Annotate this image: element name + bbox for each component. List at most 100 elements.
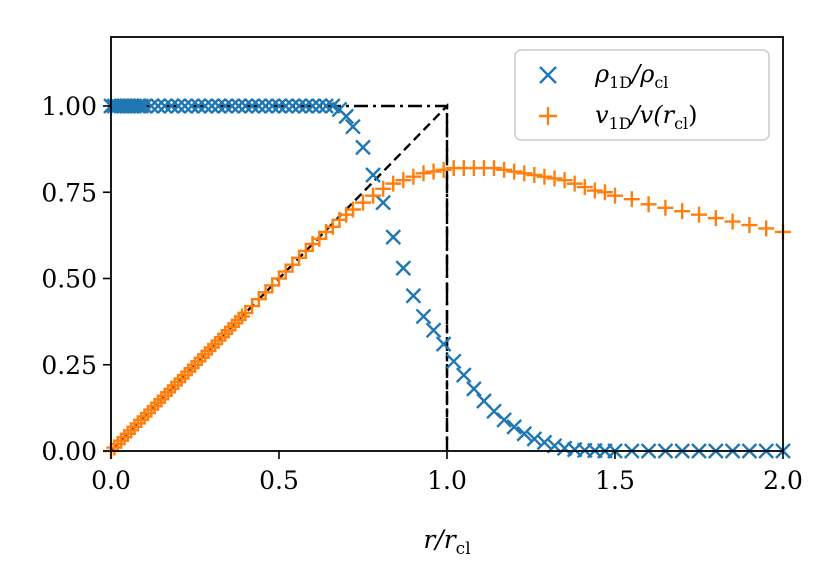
data-point-velocity [425,163,442,180]
data-point-rho [237,98,254,114]
data-point-rho [136,98,153,114]
data-point-velocity [271,270,287,287]
data-point-velocity [200,342,217,359]
data-point-velocity [385,175,402,192]
data-point-velocity [153,391,170,408]
data-point-velocity [203,339,220,356]
data-point-velocity [123,422,140,439]
data-point-rho [526,431,543,447]
y-tick-label: 0.25 [41,351,97,380]
data-point-rho [395,260,412,276]
legend-marker-rho [539,66,557,84]
data-point-velocity [176,367,193,384]
data-point-velocity [136,408,153,425]
data-point-velocity [264,277,281,294]
legend-box [514,49,770,141]
data-point-rho [291,98,308,114]
data-point-rho [217,98,234,114]
data-point-rho [210,98,227,114]
data-point-velocity [126,418,143,435]
legend-label-2: v1D/v(rcl) [595,101,698,133]
data-point-rho [163,98,180,114]
data-point-velocity [486,160,503,177]
x-tick-label: 2.0 [763,466,803,495]
data-point-velocity [109,436,126,453]
data-point-rho [257,98,274,114]
data-point-velocity [170,374,187,390]
data-point-rho [143,98,160,114]
data-point-velocity [193,349,210,366]
data-point-velocity [143,401,160,418]
data-point-rho [203,98,220,114]
data-point-rho [284,98,301,114]
data-point-velocity [576,179,593,196]
data-point-velocity [566,175,583,192]
data-point-velocity [187,356,203,373]
data-point-rho [385,229,402,245]
series-2 [103,160,791,459]
data-point-rho [264,98,281,114]
data-point-velocity [435,161,452,178]
x-tick-label: 1.5 [595,466,635,495]
data-point-velocity [724,213,741,230]
data-point-velocity [546,170,563,187]
data-point-velocity [526,167,543,183]
data-point-velocity [113,432,130,449]
data-point-rho [338,108,355,125]
data-point-velocity [217,325,234,342]
data-point-rho [250,98,267,114]
data-point-velocity [355,194,371,211]
data-point-rho [230,98,247,114]
data-point-rho [435,336,452,352]
x-axis-label-text: r/rcl [423,525,470,559]
data-point-velocity [210,332,227,349]
ticks: 0.0 0.5 1.0 1.5 2.0 0.00 0.25 0.50 0.75 1.00 [41,92,803,495]
data-point-velocity [163,380,180,397]
data-point-velocity [146,398,163,415]
data-point-velocity [133,411,150,428]
data-point-velocity [758,220,775,237]
data-point-rho [496,412,512,428]
data-point-rho [375,194,392,211]
data-point-velocity [284,256,301,273]
data-point-velocity [234,308,251,325]
data-point-rho [130,98,146,114]
data-point-rho [536,434,553,451]
data-point-rho [311,98,328,114]
data-point-velocity [375,180,392,197]
data-point-velocity [365,187,382,204]
data-point-velocity [180,363,197,380]
data-point-velocity [277,263,294,280]
data-point-velocity [250,291,267,308]
data-point-velocity [741,217,758,234]
legend-marker-velocity [539,107,557,125]
data-point-rho [177,98,193,114]
data-point-velocity [415,165,432,182]
data-point-rho [425,322,442,339]
data-point-rho [156,98,173,114]
y-tick-label: 0.00 [41,437,97,466]
data-point-rho [298,98,314,114]
data-point-rho [506,419,523,435]
data-point-velocity [707,210,724,227]
data-point-velocity [139,405,156,422]
data-point-velocity [257,284,274,301]
data-point-velocity [129,415,146,432]
data-point-rho [466,381,482,397]
data-point-velocity [556,172,573,189]
data-point-rho [277,98,294,114]
data-point-rho [318,98,334,114]
legend-label-1: ρ1D/ρcl [594,60,668,92]
data-point-velocity [156,387,173,404]
data-point-velocity [119,425,136,442]
data-point-velocity [607,187,623,204]
data-point-velocity [160,384,177,401]
data-point-velocity [586,182,603,199]
data-point-velocity [166,377,183,394]
data-point-velocity [496,161,513,178]
data-point-rho [304,98,321,114]
data-point-rho [455,367,472,383]
data-point-velocity [150,394,167,411]
y-tick-label: 1.00 [41,92,97,121]
